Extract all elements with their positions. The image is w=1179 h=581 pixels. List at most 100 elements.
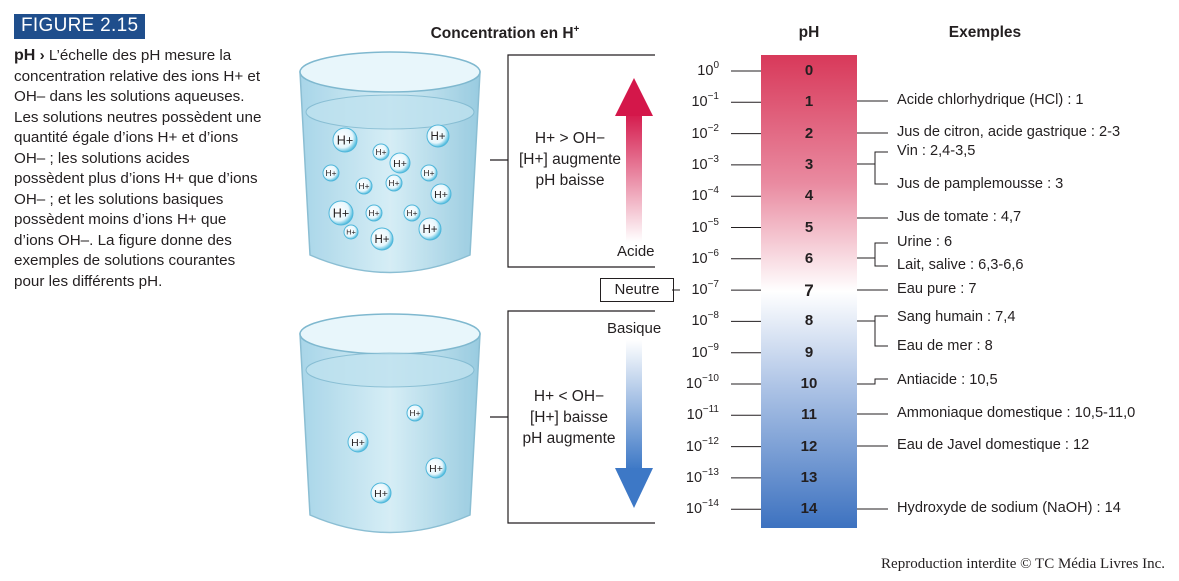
example-antiacide: Antiacide : 10,5 bbox=[897, 372, 998, 388]
example-hcl: Acide chlorhydrique (HCl) : 1 bbox=[897, 92, 1084, 108]
example-ammoniaque: Ammoniaque domestique : 10,5-11,0 bbox=[897, 405, 1136, 421]
concentration-label-10: 10−10 bbox=[685, 373, 719, 392]
svg-text:H+: H+ bbox=[424, 168, 435, 178]
ph-value-13: 13 bbox=[800, 468, 818, 486]
ph-value-2: 2 bbox=[804, 124, 814, 142]
example-javel: Eau de Javel domestique : 12 bbox=[897, 437, 1090, 453]
ph-value-11: 11 bbox=[801, 406, 817, 424]
concentration-label-6: 10−6 bbox=[691, 247, 719, 267]
hydrogen-ion-6: H+ bbox=[355, 177, 373, 195]
base-arrow bbox=[615, 340, 653, 508]
example-urine: Urine : 6 bbox=[897, 234, 953, 250]
header-concentration: Concentration en H+ bbox=[430, 24, 580, 43]
base-line-3: pH augmente bbox=[522, 430, 616, 447]
acid-description: H+ > OH− [H+] augmente pH baisse bbox=[515, 128, 625, 191]
hydrogen-ion-15: H+ bbox=[406, 404, 424, 422]
concentration-label-7: 10−7 bbox=[691, 279, 719, 298]
svg-text:H+: H+ bbox=[351, 437, 365, 449]
header-ph: pH bbox=[798, 24, 820, 41]
concentration-label-14: 10−14 bbox=[685, 498, 719, 518]
base-label: Basique bbox=[607, 320, 662, 337]
concentration-label-12: 10−12 bbox=[685, 435, 719, 455]
hydrogen-ion-2: H+ bbox=[372, 143, 390, 161]
hydrogen-ion-17: H+ bbox=[425, 457, 447, 479]
ph-value-4: 4 bbox=[804, 187, 814, 205]
ph-value-7: 7 bbox=[804, 281, 814, 301]
example-eau-mer: Eau de mer : 8 bbox=[897, 338, 993, 354]
concentration-label-8: 10−8 bbox=[691, 310, 719, 330]
acid-line-2: [H+] augmente bbox=[518, 151, 622, 168]
base-line-2: [H+] baisse bbox=[530, 409, 608, 426]
ph-value-5: 5 bbox=[804, 218, 814, 236]
concentration-label-0: 100 bbox=[697, 60, 719, 79]
hydrogen-ion-8: H+ bbox=[430, 183, 452, 205]
concentration-label-4: 10−4 bbox=[691, 185, 719, 205]
ph-scale-bar bbox=[761, 55, 857, 528]
beaker-base bbox=[299, 313, 481, 534]
acid-label: Acide bbox=[617, 243, 655, 260]
ph-value-0: 0 bbox=[804, 62, 814, 79]
hydrogen-ion-3: H+ bbox=[389, 152, 411, 174]
caption-title: pH bbox=[14, 47, 36, 64]
figure-label: FIGURE 2.15 bbox=[14, 14, 146, 39]
concentration-label-11: 10−11 bbox=[686, 404, 719, 424]
hydrogen-ion-4: H+ bbox=[322, 164, 340, 182]
svg-text:H+: H+ bbox=[407, 208, 418, 218]
hydrogen-ion-16: H+ bbox=[347, 431, 369, 453]
acid-arrow bbox=[615, 78, 653, 242]
svg-text:H+: H+ bbox=[359, 181, 370, 191]
example-lait: Lait, salive : 6,3-6,6 bbox=[897, 257, 1024, 273]
svg-text:H+: H+ bbox=[389, 178, 400, 188]
hydrogen-ion-13: H+ bbox=[370, 227, 394, 251]
svg-text:H+: H+ bbox=[369, 208, 380, 218]
svg-text:H+: H+ bbox=[410, 408, 421, 418]
svg-text:H+: H+ bbox=[430, 131, 445, 143]
concentration-label-2: 10−2 bbox=[691, 122, 719, 142]
hydrogen-ion-10: H+ bbox=[365, 204, 383, 222]
example-tomate: Jus de tomate : 4,7 bbox=[897, 209, 1022, 225]
neutral-label: Neutre bbox=[600, 278, 674, 302]
ph-value-12: 12 bbox=[800, 437, 818, 455]
concentration-label-9: 10−9 bbox=[691, 341, 719, 361]
acid-bracket bbox=[507, 54, 655, 268]
svg-text:H+: H+ bbox=[376, 147, 387, 157]
hydrogen-ion-12: H+ bbox=[343, 224, 359, 240]
hydrogen-ion-1: H+ bbox=[426, 124, 450, 148]
figure-caption: pH › L’échelle des pH mesure la concentr… bbox=[14, 46, 262, 292]
example-vin: Vin : 2,4-3,5 bbox=[897, 143, 976, 159]
example-citron: Jus de citron, acide gastrique : 2-3 bbox=[897, 124, 1121, 140]
svg-text:H+: H+ bbox=[326, 168, 337, 178]
hydrogen-ion-18: H+ bbox=[370, 482, 392, 504]
ph-value-14: 14 bbox=[800, 500, 818, 518]
ph-value-3: 3 bbox=[804, 155, 814, 173]
base-line-1: H+ < OH− bbox=[533, 388, 605, 405]
hydrogen-ion-5: H+ bbox=[420, 164, 438, 182]
acid-line-1: H+ > OH− bbox=[534, 130, 606, 147]
ph-value-1: 1 bbox=[804, 93, 814, 111]
hydrogen-ion-14: H+ bbox=[418, 217, 442, 241]
svg-text:H+: H+ bbox=[374, 234, 389, 246]
header-examples: Exemples bbox=[948, 24, 1022, 41]
ph-value-10: 10 bbox=[800, 375, 818, 392]
chevron-icon: › bbox=[39, 47, 45, 64]
hydrogen-ion-0: H+ bbox=[332, 127, 358, 153]
concentration-label-1: 10−1 bbox=[691, 91, 719, 111]
copyright-credit: Reproduction interdite © TC Média Livres… bbox=[881, 556, 1165, 572]
svg-text:H+: H+ bbox=[337, 134, 353, 148]
svg-text:H+: H+ bbox=[429, 463, 443, 475]
example-sang: Sang humain : 7,4 bbox=[897, 309, 1016, 325]
concentration-label-13: 10−13 bbox=[685, 466, 719, 486]
acid-line-3: pH baisse bbox=[535, 172, 605, 189]
hydrogen-ion-11: H+ bbox=[403, 204, 421, 222]
svg-text:H+: H+ bbox=[393, 158, 407, 170]
svg-text:H+: H+ bbox=[346, 228, 356, 237]
example-eau-pure: Eau pure : 7 bbox=[897, 281, 977, 297]
svg-text:H+: H+ bbox=[422, 224, 437, 236]
concentration-label-5: 10−5 bbox=[691, 216, 719, 236]
example-naoh: Hydroxyde de sodium (NaOH) : 14 bbox=[897, 500, 1121, 516]
concentration-label-3: 10−3 bbox=[691, 153, 719, 173]
caption-text: L’échelle des pH mesure la concentration… bbox=[14, 47, 262, 290]
example-connectors bbox=[857, 100, 888, 510]
ph-value-6: 6 bbox=[804, 249, 814, 267]
